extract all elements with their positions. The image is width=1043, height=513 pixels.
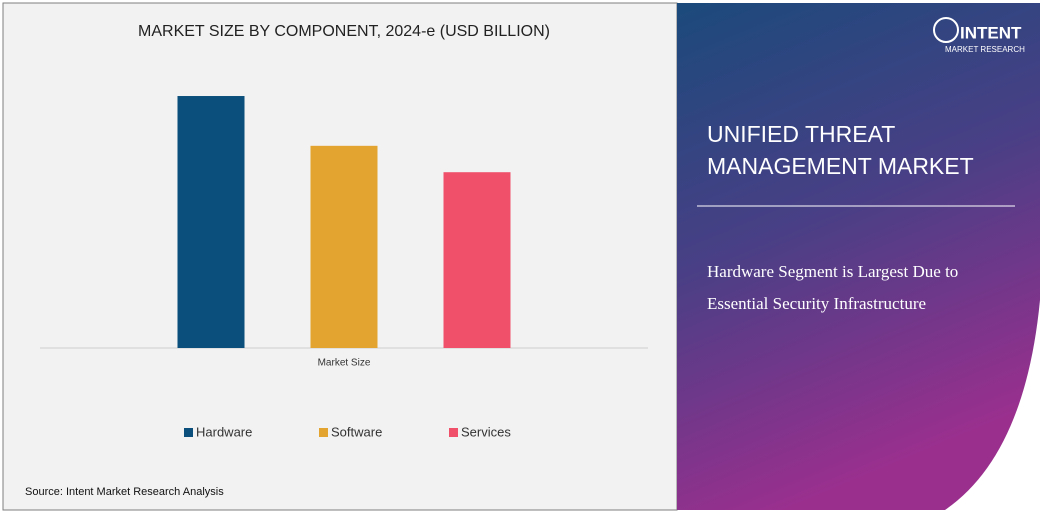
chart-title: MARKET SIZE BY COMPONENT, 2024-e (USD BI…: [138, 23, 550, 40]
logo: INTENT: [960, 23, 1022, 42]
heading: MANAGEMENT MARKET: [707, 153, 974, 179]
subtitle: Essential Security Infrastructure: [707, 294, 926, 313]
legend-label: Services: [461, 424, 511, 439]
side-panel: [677, 3, 1040, 510]
legend-swatch: [184, 428, 193, 437]
bar: [177, 96, 245, 349]
legend-label: Hardware: [196, 424, 252, 439]
logo-sub: MARKET RESEARCH: [945, 45, 1025, 54]
legend-swatch: [449, 428, 458, 437]
heading: UNIFIED THREAT: [707, 121, 895, 147]
x-tick-label: Market Size: [318, 358, 371, 369]
source: Source: Intent Market Research Analysis: [25, 486, 224, 498]
bar: [443, 172, 511, 348]
legend-swatch: [319, 428, 328, 437]
bar: [310, 145, 378, 348]
legend-label: Software: [331, 424, 382, 439]
logo-icon: [933, 17, 959, 43]
subtitle: Hardware Segment is Largest Due to: [707, 262, 958, 281]
